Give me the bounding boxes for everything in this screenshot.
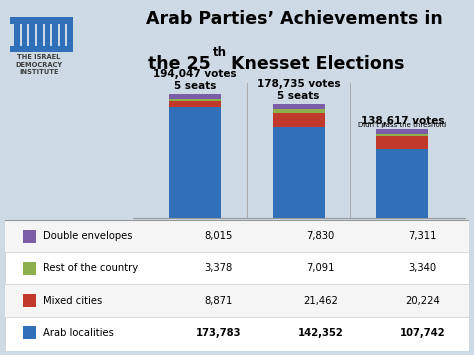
Bar [10,17,73,23]
Bar [169,99,221,101]
Bar [169,94,221,99]
Bar [23,294,36,307]
Bar [23,326,36,339]
Text: Mixed cities: Mixed cities [43,296,102,306]
Bar [45,23,50,47]
Text: 8,871: 8,871 [204,296,233,306]
Text: 3,340: 3,340 [409,263,437,273]
Text: DEMOCRACY: DEMOCRACY [16,62,63,68]
Bar [5,220,469,252]
Text: 3,378: 3,378 [204,263,233,273]
Text: 20,224: 20,224 [405,296,440,306]
Bar [37,23,43,47]
Text: 8,015: 8,015 [204,231,233,241]
Bar [376,149,428,218]
Text: INSTITUTE: INSTITUTE [19,69,59,75]
Bar [376,134,428,136]
Bar [22,23,27,47]
Text: Arab Parties’ Achievements in: Arab Parties’ Achievements in [146,10,442,28]
Bar [273,104,325,109]
Text: Rest of the country: Rest of the country [43,263,138,273]
Bar [52,23,58,47]
Bar [273,109,325,113]
Bar [14,23,20,47]
Text: 142,352: 142,352 [298,328,344,338]
Text: THE ISRAEL: THE ISRAEL [18,54,61,60]
Bar [60,23,65,47]
Bar [169,107,221,218]
Bar [376,129,428,134]
Text: 7,311: 7,311 [409,231,437,241]
Bar [273,113,325,127]
Text: Arab localities: Arab localities [43,328,114,338]
Bar [169,101,221,107]
Bar [376,136,428,149]
Text: 178,735 votes
5 seats: 178,735 votes 5 seats [257,78,340,101]
Bar [67,23,73,47]
Bar [29,23,35,47]
Text: 138,617 votes: 138,617 votes [361,116,444,126]
Text: Double envelopes: Double envelopes [43,231,133,241]
Bar [10,46,73,52]
Text: 21,462: 21,462 [303,296,338,306]
Bar [23,230,36,243]
Text: 7,091: 7,091 [306,263,335,273]
Text: th: th [212,46,227,59]
Bar [23,262,36,275]
Text: the 25: the 25 [148,55,211,73]
Text: Knesset Elections: Knesset Elections [231,55,404,73]
Text: 173,783: 173,783 [196,328,241,338]
Bar [5,284,469,317]
Text: 194,047 votes
5 seats: 194,047 votes 5 seats [153,69,237,91]
Bar [273,127,325,218]
Text: 107,742: 107,742 [400,328,446,338]
Text: 7,830: 7,830 [307,231,335,241]
Text: Didn’t pass the threshold: Didn’t pass the threshold [358,122,447,128]
